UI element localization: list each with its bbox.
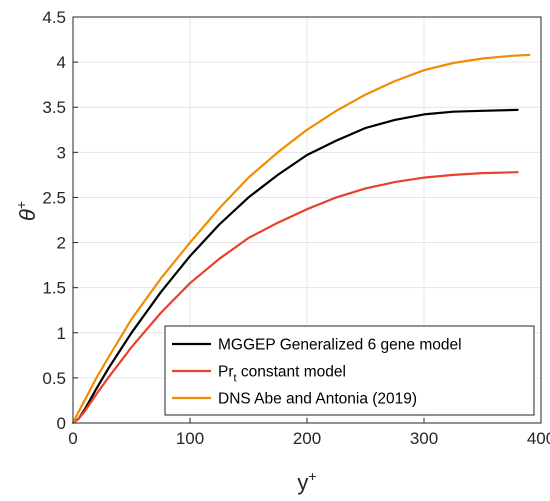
y-tick-label: 0 <box>57 414 66 433</box>
x-tick-label: 100 <box>176 429 204 448</box>
x-axis-title: y+ <box>297 468 316 495</box>
series-line-2 <box>71 53 531 425</box>
legend-label-text: Pr <box>218 364 234 381</box>
legend: MGGEP Generalized 6 gene model Prt consta… <box>164 325 535 416</box>
y-tick-label: 4 <box>57 53 66 72</box>
y-tick-label: 0.5 <box>42 369 66 388</box>
x-tick-label: 300 <box>410 429 438 448</box>
x-tick-label: 200 <box>293 429 321 448</box>
y-axis-title-sup: + <box>13 201 29 209</box>
y-tick-label: 3 <box>57 143 66 162</box>
series-line-0 <box>71 108 519 425</box>
x-axis-title-base: y <box>297 470 308 495</box>
x-axis-ticks: 0 100 200 300 400 <box>68 418 550 448</box>
y-tick-label: 1.5 <box>42 279 66 298</box>
legend-label-subscript: t <box>234 373 237 385</box>
y-tick-label: 2 <box>57 234 66 253</box>
legend-label-text: MGGEP Generalized 6 gene model <box>218 337 462 354</box>
legend-label-0: MGGEP Generalized 6 gene model <box>218 337 462 354</box>
y-axis-title-base: θ <box>15 209 40 221</box>
y-tick-label: 3.5 <box>42 98 66 117</box>
legend-label-2: DNS Abe and Antonia (2019) <box>218 391 417 408</box>
series-lines <box>71 53 531 425</box>
legend-label-text: DNS Abe and Antonia (2019) <box>218 391 417 408</box>
legend-label-1: Prt constant model <box>218 364 346 385</box>
y-tick-label: 1 <box>57 324 66 343</box>
legend-box <box>164 325 535 416</box>
x-tick-label: 400 <box>527 429 550 448</box>
x-axis-title-sup: + <box>308 468 316 484</box>
x-tick-label: 0 <box>68 429 77 448</box>
y-axis-title: θ+ <box>13 201 40 221</box>
legend-label-rest: constant model <box>237 364 346 381</box>
y-axis-ticks: 0 0.5 1 1.5 2 2.5 3 3.5 4 4.5 <box>42 8 78 433</box>
y-tick-label: 2.5 <box>42 188 66 207</box>
series-line-1 <box>71 171 519 425</box>
y-tick-label: 4.5 <box>42 8 66 27</box>
